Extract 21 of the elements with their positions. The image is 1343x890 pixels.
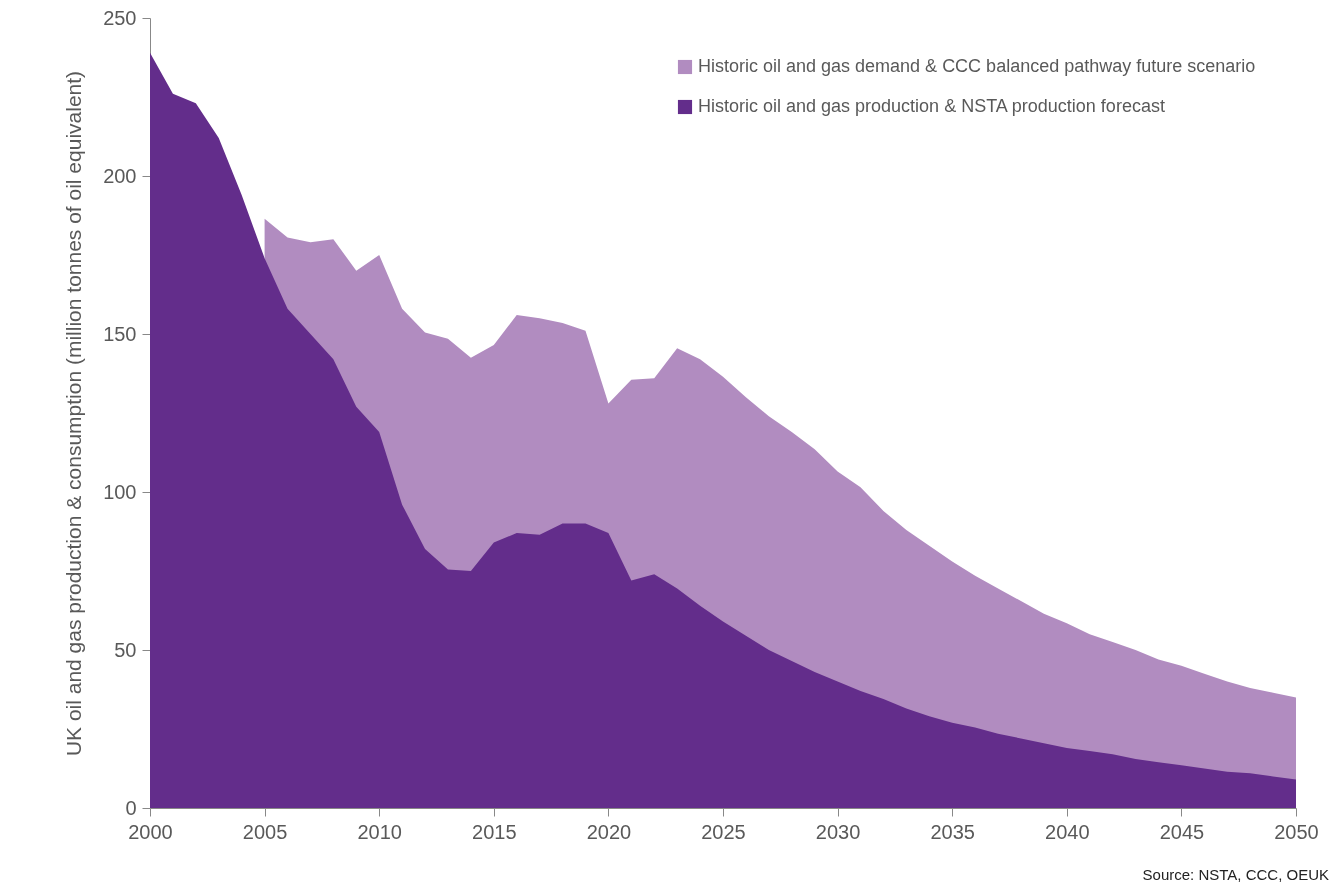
x-tick-label: 2035 — [930, 820, 975, 843]
x-tick-label: 2045 — [1159, 820, 1205, 843]
x-tick-label: 2000 — [128, 820, 173, 843]
y-tick-label: 0 — [125, 796, 137, 819]
y-tick-label: 100 — [103, 480, 137, 503]
legend-label: Historic oil and gas production & NSTA production forecast — [698, 96, 1165, 116]
source-note: Source: NSTA, CCC, OEUK — [1142, 866, 1329, 883]
x-tick-label: 2020 — [586, 820, 632, 843]
x-tick-label: 2005 — [242, 820, 288, 843]
legend-label: Historic oil and gas demand & CCC balanced pathway future scenario — [698, 56, 1256, 76]
x-tick-label: 2040 — [1045, 820, 1090, 843]
y-tick-label: 200 — [103, 164, 137, 187]
x-tick-label: 2015 — [472, 820, 517, 843]
x-tick-label: 2050 — [1274, 820, 1319, 843]
x-tick-label: 2025 — [701, 820, 746, 843]
y-tick-label: 150 — [103, 322, 137, 345]
y-tick-label: 50 — [114, 638, 137, 661]
x-tick-label: 2030 — [815, 820, 861, 843]
y-axis-title: UK oil and gas production & consumption (million tonnes of oil equivalent) — [62, 70, 86, 757]
y-tick-label: 250 — [103, 6, 137, 29]
x-tick-label: 2010 — [357, 820, 402, 843]
